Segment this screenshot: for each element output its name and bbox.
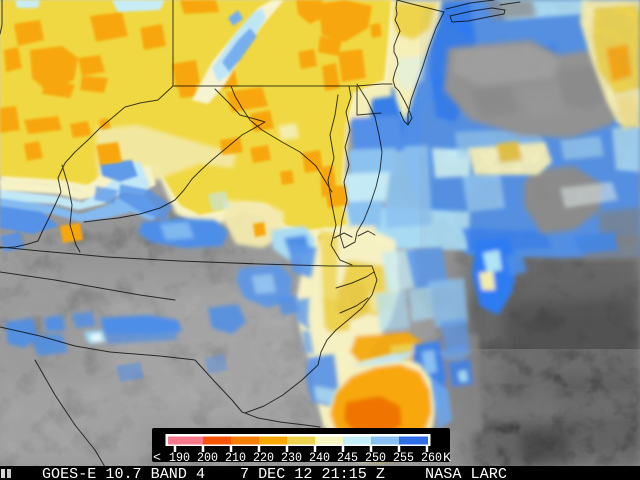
svg-text:220: 220: [253, 451, 274, 465]
svg-text:210: 210: [225, 451, 246, 465]
svg-text:250: 250: [365, 451, 386, 465]
svg-text:7 DEC 12 21:15 Z: 7 DEC 12 21:15 Z: [240, 466, 385, 480]
svg-text:255: 255: [393, 451, 414, 465]
svg-text:190: 190: [169, 451, 190, 465]
svg-text:245: 245: [337, 451, 358, 465]
svg-text:260: 260: [421, 451, 442, 465]
svg-text:200: 200: [197, 451, 218, 465]
svg-text:<: <: [153, 451, 161, 465]
svg-text:K: K: [443, 451, 452, 465]
svg-text:NASA LARC: NASA LARC: [425, 466, 507, 480]
svg-text:GOES-E 10.7 BAND 4: GOES-E 10.7 BAND 4: [42, 466, 205, 480]
svg-text:230: 230: [281, 451, 302, 465]
svg-text:240: 240: [309, 451, 330, 465]
